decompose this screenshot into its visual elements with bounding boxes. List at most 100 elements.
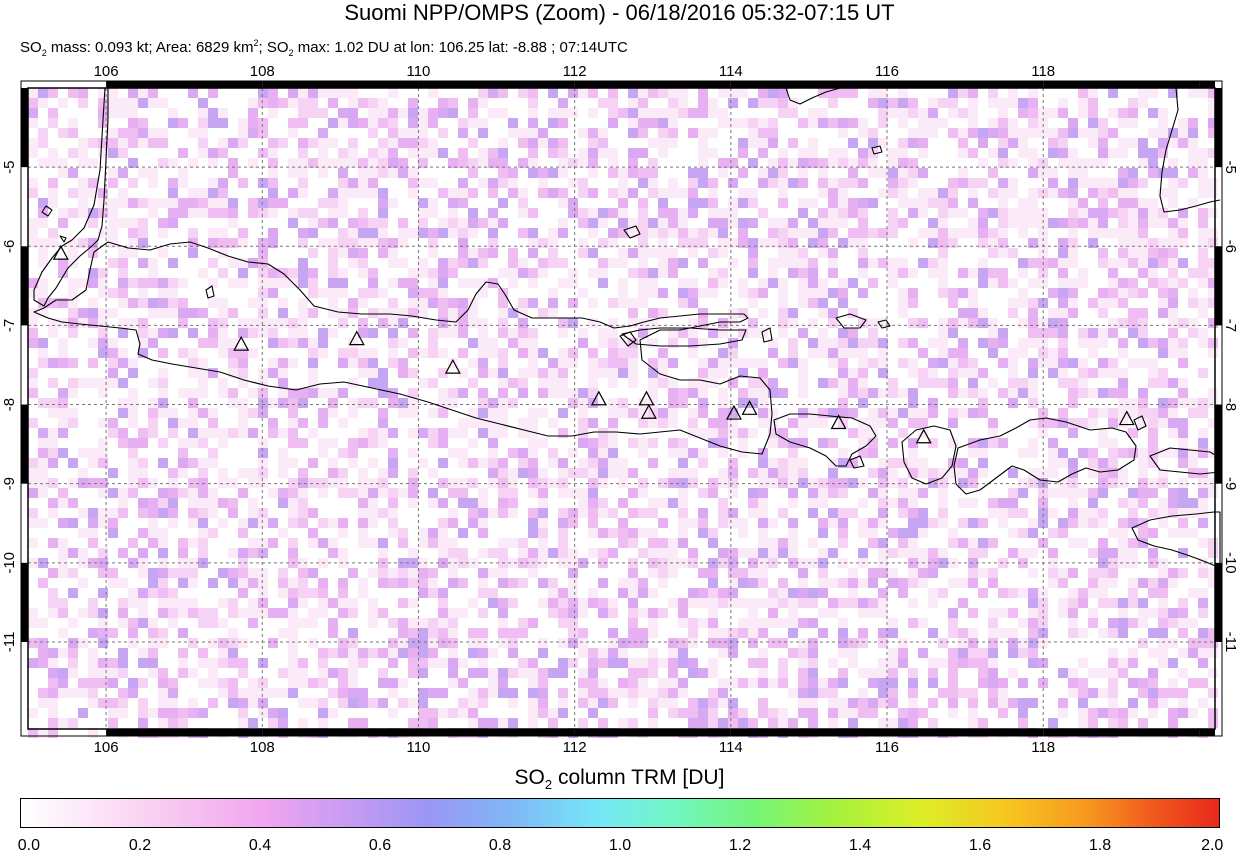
so2-pixel [1048, 308, 1058, 318]
so2-pixel [258, 98, 268, 108]
so2-pixel [938, 248, 948, 258]
so2-pixel [288, 398, 298, 408]
so2-pixel [678, 708, 688, 718]
so2-pixel [248, 298, 258, 308]
so2-pixel [1008, 368, 1018, 378]
so2-pixel [498, 198, 508, 208]
so2-pixel [838, 388, 848, 398]
so2-pixel [388, 348, 398, 358]
so2-pixel [828, 508, 838, 518]
so2-pixel [1068, 358, 1078, 368]
so2-pixel [698, 128, 708, 138]
so2-pixel [688, 288, 698, 298]
so2-pixel [388, 578, 398, 588]
so2-pixel [1178, 648, 1188, 658]
so2-pixel [888, 698, 898, 708]
so2-pixel [378, 148, 388, 158]
so2-pixel [378, 318, 388, 328]
so2-pixel [538, 638, 548, 648]
so2-pixel [308, 478, 318, 488]
so2-pixel [68, 458, 78, 468]
so2-pixel [688, 328, 698, 338]
so2-pixel [1168, 678, 1178, 688]
so2-pixel [1168, 608, 1178, 618]
so2-pixel [468, 248, 478, 258]
so2-pixel [268, 138, 278, 148]
so2-pixel [558, 278, 568, 288]
so2-pixel [1148, 428, 1158, 438]
so2-pixel [1128, 328, 1138, 338]
so2-pixel [88, 278, 98, 288]
so2-pixel [408, 578, 418, 588]
so2-pixel [678, 638, 688, 648]
so2-pixel [1028, 168, 1038, 178]
so2-pixel [848, 278, 858, 288]
so2-pixel [158, 128, 168, 138]
so2-pixel [668, 218, 678, 228]
so2-pixel [838, 618, 848, 628]
so2-pixel [158, 718, 168, 728]
so2-pixel [1008, 308, 1018, 318]
so2-pixel [858, 198, 868, 208]
so2-pixel [1058, 98, 1068, 108]
so2-pixel [328, 548, 338, 558]
so2-pixel [1008, 608, 1018, 618]
so2-pixel [1168, 198, 1178, 208]
so2-pixel [618, 178, 628, 188]
so2-pixel [708, 598, 718, 608]
so2-pixel [238, 428, 248, 438]
so2-pixel [868, 168, 878, 178]
so2-pixel [1018, 288, 1028, 298]
so2-pixel [348, 438, 358, 448]
so2-pixel [58, 688, 68, 698]
so2-pixel [948, 388, 958, 398]
so2-pixel [738, 278, 748, 288]
so2-pixel [128, 128, 138, 138]
so2-pixel [1148, 688, 1158, 698]
so2-pixel [148, 128, 158, 138]
so2-pixel [1008, 278, 1018, 288]
so2-pixel [1028, 598, 1038, 608]
so2-pixel [268, 228, 278, 238]
so2-pixel [678, 398, 688, 408]
so2-pixel [868, 328, 878, 338]
so2-pixel [1188, 588, 1198, 598]
so2-pixel [418, 288, 428, 298]
so2-pixel [148, 138, 158, 148]
so2-pixel [678, 678, 688, 688]
so2-pixel [558, 368, 568, 378]
so2-pixel [658, 268, 668, 278]
so2-pixel [648, 648, 658, 658]
so2-pixel [708, 128, 718, 138]
so2-pixel [938, 318, 948, 328]
so2-pixel [508, 538, 518, 548]
so2-pixel [238, 408, 248, 418]
so2-pixel [678, 468, 688, 478]
so2-pixel [358, 718, 368, 728]
so2-pixel [948, 128, 958, 138]
so2-pixel [778, 468, 788, 478]
so2-pixel [718, 498, 728, 508]
so2-pixel [188, 248, 198, 258]
so2-pixel [1108, 278, 1118, 288]
so2-pixel [1148, 338, 1158, 348]
so2-pixel [48, 148, 58, 158]
so2-pixel [48, 198, 58, 208]
so2-pixel [238, 118, 248, 128]
so2-pixel [748, 158, 758, 168]
so2-pixel [128, 88, 138, 98]
so2-pixel [898, 98, 908, 108]
so2-pixel [358, 208, 368, 218]
so2-pixel [48, 108, 58, 118]
so2-pixel [638, 88, 648, 98]
so2-pixel [668, 388, 678, 398]
so2-pixel [1168, 568, 1178, 578]
so2-pixel [1198, 278, 1208, 288]
so2-pixel [918, 108, 928, 118]
so2-pixel [358, 518, 368, 528]
so2-pixel [1198, 258, 1208, 268]
so2-pixel [828, 118, 838, 128]
so2-pixel [318, 658, 328, 668]
so2-pixel [1068, 518, 1078, 528]
so2-pixel [318, 598, 328, 608]
